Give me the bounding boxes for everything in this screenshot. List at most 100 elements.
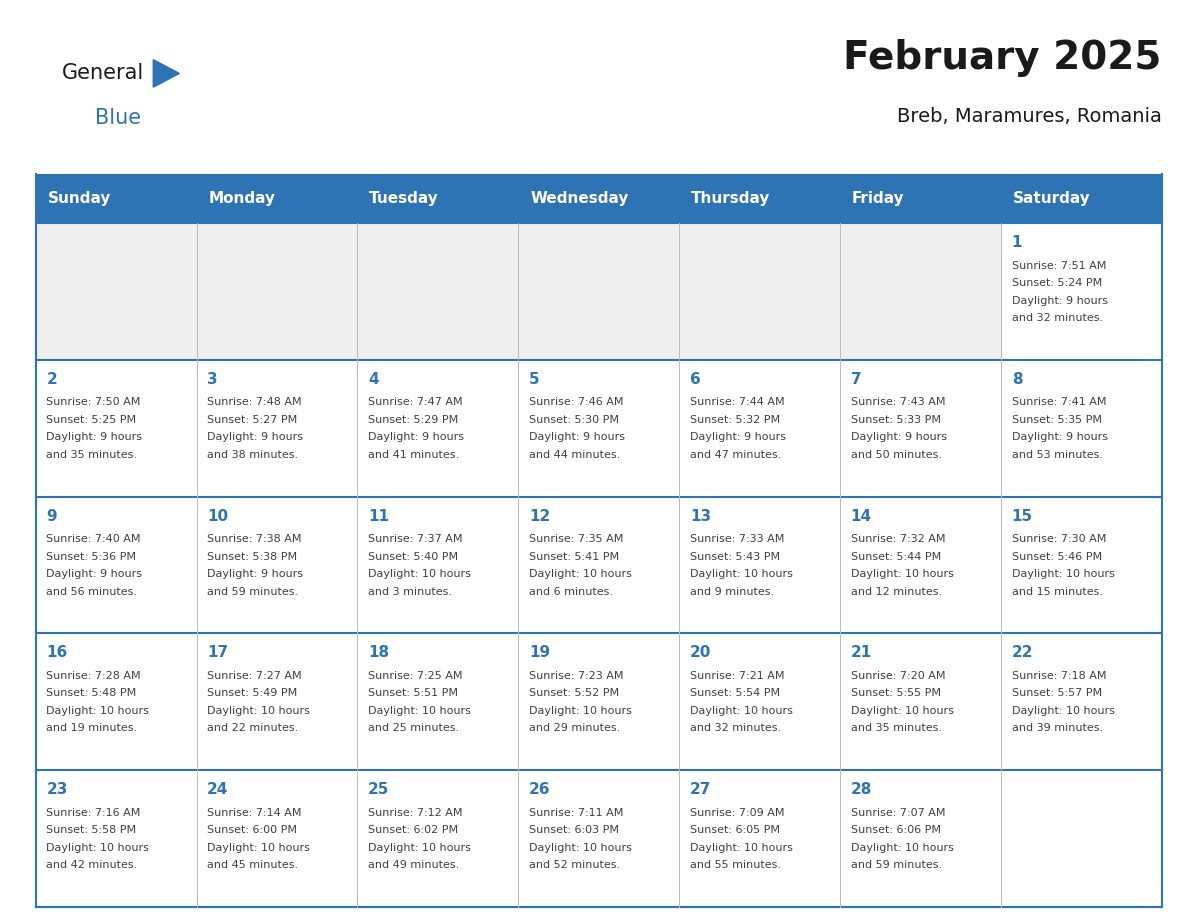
Text: 28: 28	[851, 782, 872, 797]
Polygon shape	[153, 60, 179, 87]
Bar	[680, 633, 840, 770]
Text: Sunset: 5:40 PM: Sunset: 5:40 PM	[368, 552, 459, 562]
Text: 3: 3	[207, 372, 217, 386]
Text: Daylight: 9 hours: Daylight: 9 hours	[207, 432, 303, 442]
Bar	[1001, 360, 1162, 497]
Text: Sunrise: 7:12 AM: Sunrise: 7:12 AM	[368, 808, 462, 818]
Text: and 25 minutes.: and 25 minutes.	[368, 723, 460, 733]
Text: Sunrise: 7:07 AM: Sunrise: 7:07 AM	[851, 808, 946, 818]
Text: Daylight: 10 hours: Daylight: 10 hours	[368, 843, 470, 853]
Text: Friday: Friday	[852, 191, 904, 207]
Text: Sunset: 5:29 PM: Sunset: 5:29 PM	[368, 415, 459, 425]
Text: Sunrise: 7:47 AM: Sunrise: 7:47 AM	[368, 397, 463, 408]
Bar	[840, 633, 1001, 770]
Bar	[196, 770, 358, 907]
Bar	[358, 360, 518, 497]
Text: and 32 minutes.: and 32 minutes.	[690, 723, 781, 733]
Text: Sunrise: 7:18 AM: Sunrise: 7:18 AM	[1012, 671, 1106, 681]
Text: Wednesday: Wednesday	[530, 191, 628, 207]
Text: Sunrise: 7:30 AM: Sunrise: 7:30 AM	[1012, 534, 1106, 544]
Bar	[196, 633, 358, 770]
Text: Sunset: 5:33 PM: Sunset: 5:33 PM	[851, 415, 941, 425]
Text: Daylight: 10 hours: Daylight: 10 hours	[529, 843, 632, 853]
Text: Sunset: 6:06 PM: Sunset: 6:06 PM	[851, 825, 941, 835]
Text: Daylight: 10 hours: Daylight: 10 hours	[207, 843, 310, 853]
Text: Sunset: 5:35 PM: Sunset: 5:35 PM	[1012, 415, 1101, 425]
Bar	[1001, 223, 1162, 360]
Text: Sunrise: 7:27 AM: Sunrise: 7:27 AM	[207, 671, 302, 681]
Text: and 49 minutes.: and 49 minutes.	[368, 860, 460, 870]
Text: and 45 minutes.: and 45 minutes.	[207, 860, 298, 870]
Bar	[518, 497, 680, 633]
Text: Sunset: 5:43 PM: Sunset: 5:43 PM	[690, 552, 781, 562]
Text: Sunset: 5:32 PM: Sunset: 5:32 PM	[690, 415, 781, 425]
Text: 15: 15	[1012, 509, 1032, 523]
Text: and 41 minutes.: and 41 minutes.	[368, 450, 460, 460]
Text: Daylight: 10 hours: Daylight: 10 hours	[1012, 569, 1114, 579]
Bar	[840, 223, 1001, 360]
Text: Sunday: Sunday	[48, 191, 110, 207]
Bar	[1001, 633, 1162, 770]
Text: and 59 minutes.: and 59 minutes.	[851, 860, 942, 870]
Bar	[196, 223, 358, 360]
Text: 20: 20	[690, 645, 712, 660]
Text: 26: 26	[529, 782, 550, 797]
Text: 14: 14	[851, 509, 872, 523]
Text: and 39 minutes.: and 39 minutes.	[1012, 723, 1102, 733]
Text: and 47 minutes.: and 47 minutes.	[690, 450, 782, 460]
Text: General: General	[62, 63, 144, 84]
Text: Sunset: 5:48 PM: Sunset: 5:48 PM	[46, 688, 137, 699]
Text: 18: 18	[368, 645, 390, 660]
Text: Monday: Monday	[208, 191, 276, 207]
Bar	[840, 770, 1001, 907]
Bar	[358, 633, 518, 770]
Text: Sunset: 5:24 PM: Sunset: 5:24 PM	[1012, 278, 1102, 288]
Text: Blue: Blue	[95, 107, 141, 128]
Text: and 42 minutes.: and 42 minutes.	[46, 860, 138, 870]
Text: February 2025: February 2025	[843, 39, 1162, 76]
Text: 25: 25	[368, 782, 390, 797]
Text: 12: 12	[529, 509, 550, 523]
Text: Sunrise: 7:43 AM: Sunrise: 7:43 AM	[851, 397, 946, 408]
Text: Sunset: 5:27 PM: Sunset: 5:27 PM	[207, 415, 297, 425]
Text: and 6 minutes.: and 6 minutes.	[529, 587, 613, 597]
Text: Daylight: 10 hours: Daylight: 10 hours	[529, 706, 632, 716]
Text: Sunrise: 7:35 AM: Sunrise: 7:35 AM	[529, 534, 624, 544]
Text: and 12 minutes.: and 12 minutes.	[851, 587, 942, 597]
Bar	[1001, 770, 1162, 907]
Text: 13: 13	[690, 509, 710, 523]
Text: 10: 10	[207, 509, 228, 523]
Text: Sunrise: 7:38 AM: Sunrise: 7:38 AM	[207, 534, 302, 544]
Bar	[518, 633, 680, 770]
Text: Daylight: 10 hours: Daylight: 10 hours	[46, 843, 150, 853]
Bar	[36, 360, 196, 497]
Bar	[840, 497, 1001, 633]
Text: Sunrise: 7:20 AM: Sunrise: 7:20 AM	[851, 671, 946, 681]
Text: Sunset: 5:38 PM: Sunset: 5:38 PM	[207, 552, 297, 562]
Text: Sunset: 5:36 PM: Sunset: 5:36 PM	[46, 552, 137, 562]
Text: Sunset: 5:55 PM: Sunset: 5:55 PM	[851, 688, 941, 699]
Text: and 55 minutes.: and 55 minutes.	[690, 860, 781, 870]
Text: Breb, Maramures, Romania: Breb, Maramures, Romania	[897, 107, 1162, 127]
Text: 8: 8	[1012, 372, 1023, 386]
Text: 19: 19	[529, 645, 550, 660]
Text: and 32 minutes.: and 32 minutes.	[1012, 313, 1102, 323]
Text: Sunset: 5:51 PM: Sunset: 5:51 PM	[368, 688, 459, 699]
Text: and 35 minutes.: and 35 minutes.	[46, 450, 138, 460]
Text: Daylight: 10 hours: Daylight: 10 hours	[851, 706, 954, 716]
Bar	[36, 497, 196, 633]
Text: Sunrise: 7:16 AM: Sunrise: 7:16 AM	[46, 808, 140, 818]
Text: 7: 7	[851, 372, 861, 386]
Bar	[680, 497, 840, 633]
Text: 6: 6	[690, 372, 701, 386]
Text: Sunrise: 7:44 AM: Sunrise: 7:44 AM	[690, 397, 784, 408]
Text: and 15 minutes.: and 15 minutes.	[1012, 587, 1102, 597]
Bar	[358, 223, 518, 360]
Text: Sunset: 5:52 PM: Sunset: 5:52 PM	[529, 688, 619, 699]
Text: Daylight: 10 hours: Daylight: 10 hours	[1012, 706, 1114, 716]
Text: Saturday: Saturday	[1013, 191, 1091, 207]
Text: 2: 2	[46, 372, 57, 386]
Text: 23: 23	[46, 782, 68, 797]
Bar	[36, 633, 196, 770]
Text: Sunrise: 7:51 AM: Sunrise: 7:51 AM	[1012, 261, 1106, 271]
